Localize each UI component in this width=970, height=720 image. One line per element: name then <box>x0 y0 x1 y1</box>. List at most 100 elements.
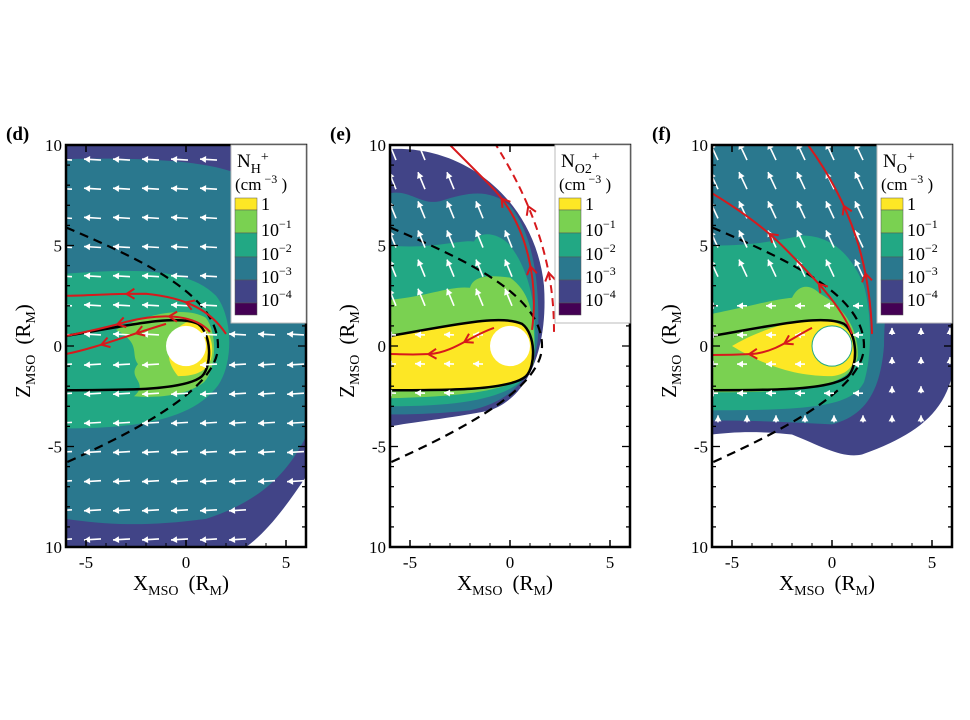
y-tick-label: 0 <box>700 337 709 356</box>
flow-arrow <box>171 214 188 221</box>
field-line-arrowhead <box>526 264 538 276</box>
legend-level-base: 10 <box>261 220 279 240</box>
flow-arrow <box>853 332 863 339</box>
panel-label: (e) <box>330 124 351 145</box>
legend-level-exp: −3 <box>603 264 616 278</box>
flow-arrow <box>55 449 72 456</box>
flow-arrow <box>475 230 483 247</box>
magnetopause-boundary <box>712 320 855 390</box>
flow-arrow <box>142 478 159 485</box>
legend-swatch <box>880 302 904 316</box>
flow-arrow <box>766 390 776 397</box>
legend-swatch <box>558 232 582 258</box>
x-tick-label: -5 <box>403 553 417 572</box>
field-line-arrowhead <box>124 287 136 300</box>
field-line-arrowhead <box>462 333 474 344</box>
legend-level-exp: −2 <box>603 241 616 255</box>
flow-arrow <box>200 478 217 485</box>
x-label-sub: MSO <box>794 584 824 599</box>
legend-level-exp: −1 <box>925 217 938 231</box>
flow-arrow <box>84 449 101 456</box>
flow-arrow <box>504 260 512 277</box>
legend-level-label: 10−4 <box>585 287 616 310</box>
x-label-unit: (R <box>513 571 534 595</box>
flow-arrow <box>475 260 483 277</box>
field-line-arrowhead <box>134 325 146 337</box>
legend-level-base: 10 <box>261 244 279 264</box>
flow-arrow <box>55 214 72 221</box>
legend-title-sub: O2 <box>575 162 592 177</box>
flow-arrow <box>504 230 512 247</box>
x-label-unit-close: ) <box>222 571 229 595</box>
legend-level-label: 10−2 <box>907 241 938 264</box>
flow-arrow <box>200 507 217 514</box>
legend-unit-sup: −3 <box>588 172 601 186</box>
legend-unit-close: ) <box>923 175 933 194</box>
flow-arrow <box>113 420 130 427</box>
flow-arrow <box>142 243 159 250</box>
y-tick-label: -5 <box>48 438 62 457</box>
flow-arrow <box>738 230 747 247</box>
flow-arrow <box>446 289 454 306</box>
flow-arrow <box>889 357 896 364</box>
flow-arrow <box>200 361 217 368</box>
flow-arrow <box>504 289 512 306</box>
flow-arrow <box>767 172 776 189</box>
flow-arrow <box>444 331 454 338</box>
legend-title-sub: H <box>251 162 261 177</box>
flow-arrow <box>229 478 246 485</box>
flow-arrow <box>889 328 896 335</box>
flow-arrow <box>918 386 925 393</box>
legend-level-base: 1 <box>261 194 270 214</box>
magnetopause-boundary <box>390 320 533 390</box>
flow-arrow <box>113 273 130 280</box>
field-line-direction-arrows <box>99 196 873 360</box>
flow-arrow <box>113 536 130 543</box>
flow-arrow <box>446 172 454 189</box>
plot-frame <box>388 143 632 549</box>
field-line-arrowhead <box>500 196 511 208</box>
colorbar-legend: NH+(cm −3 )110−110−210−310−4 <box>230 144 307 324</box>
flow-arrow <box>738 172 747 189</box>
legend-level-exp: −4 <box>603 287 616 301</box>
legend-level-label: 10−3 <box>261 264 292 287</box>
flow-arrow <box>84 156 101 163</box>
flow-arrow <box>287 420 304 427</box>
flow-arrow <box>171 420 188 427</box>
x-label-sub: MSO <box>148 584 178 599</box>
flow-arrow <box>258 449 275 456</box>
flow-arrow <box>84 478 101 485</box>
flow-arrow <box>824 302 834 309</box>
legend-swatch <box>880 256 904 281</box>
legend-level-label: 10−1 <box>261 217 292 240</box>
flow-arrow <box>113 243 130 250</box>
flow-arrow <box>444 390 454 397</box>
field-line-arrowhead <box>861 271 873 283</box>
y-tick-label: 10 <box>691 136 708 155</box>
legend-unit-open: (cm <box>881 175 907 194</box>
flow-arrow <box>55 420 72 427</box>
legend-swatch <box>558 197 582 211</box>
flow-arrow <box>287 449 304 456</box>
legend-title-main: N <box>883 151 897 172</box>
legend-level-label: 10−4 <box>261 287 292 310</box>
x-tick-label: 0 <box>828 553 837 572</box>
x-label-sub: MSO <box>472 584 502 599</box>
flow-arrow <box>113 507 130 514</box>
flow-arrow <box>200 420 217 427</box>
legend-level-base: 10 <box>907 290 925 310</box>
magnetopause-boundary <box>66 320 209 390</box>
legend-unit-sup: −3 <box>910 172 923 186</box>
flow-arrow <box>84 536 101 543</box>
legend-unit-open: (cm <box>559 175 585 194</box>
legend-level-base: 10 <box>907 244 925 264</box>
flow-arrow <box>200 390 217 397</box>
x-tick-label: -5 <box>79 553 93 572</box>
field-line-dashed <box>496 145 554 332</box>
flow-arrow <box>918 328 925 335</box>
flow-arrow <box>84 273 101 280</box>
y-label-unit: (R <box>657 324 681 345</box>
flow-arrow <box>84 185 101 192</box>
